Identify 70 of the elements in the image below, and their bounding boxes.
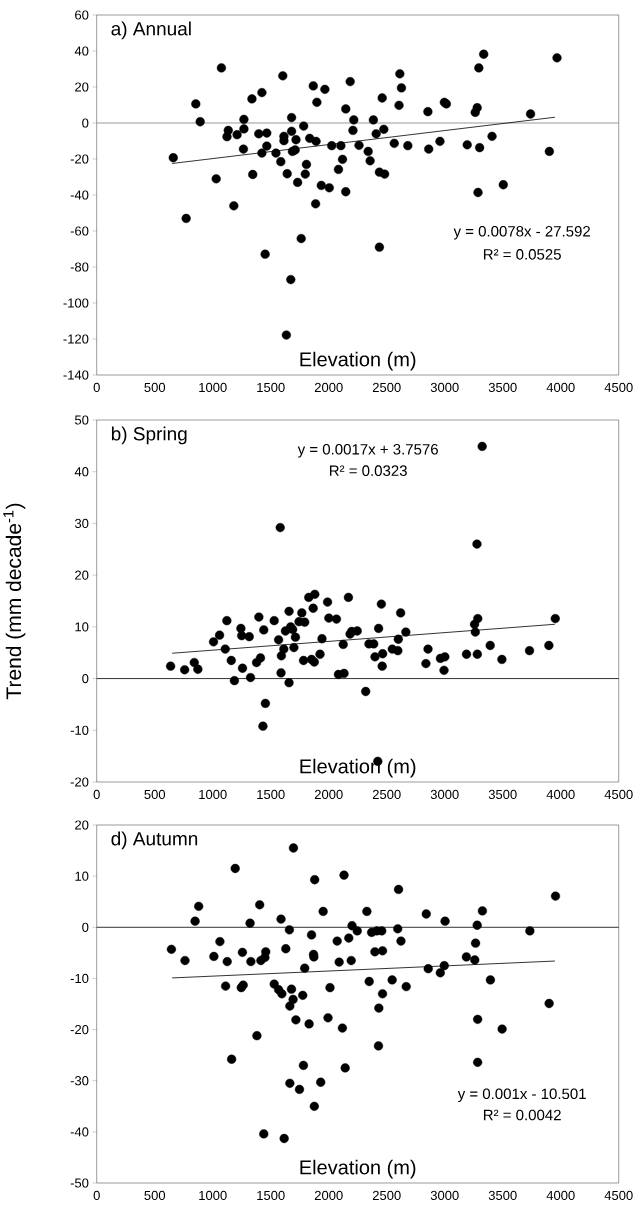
x-tick-label: 3000 [430, 789, 459, 800]
y-tick-label: 20 [75, 820, 89, 830]
x-tick-label: 0 [93, 789, 100, 800]
annotation: y = 0.0017x + 3.7576 [297, 443, 439, 458]
y-tick-label: -20 [70, 154, 89, 164]
x-tick-label: 3500 [488, 382, 517, 393]
x-tick-label: 1000 [199, 1190, 227, 1201]
y-tick-label: -60 [70, 226, 89, 236]
y-tick-label: -100 [63, 298, 89, 308]
x-tick-label: 0 [93, 1190, 100, 1201]
chart-title: b) Spring [112, 426, 187, 445]
x-tick-label: 3500 [488, 789, 517, 800]
x-tick-label: 4500 [604, 789, 633, 800]
y-tick-label: 60 [75, 10, 89, 20]
y-tick-label: 40 [74, 467, 89, 477]
chart-title: d) Autumn [111, 831, 198, 850]
x-tick-label: 1000 [199, 789, 227, 800]
y-tick-label: 0 [82, 673, 89, 684]
x-tick-label: 500 [144, 382, 166, 393]
x-axis-title: Elevation (m) [300, 758, 416, 778]
annotation: R² = 0.0042 [484, 1109, 561, 1121]
y-tick-label: 10 [75, 871, 89, 881]
x-tick-label: 2000 [315, 789, 343, 800]
y-tick-label: -10 [70, 725, 89, 735]
y-tick-label: 50 [75, 415, 89, 425]
y-tick-label: 0 [82, 118, 89, 128]
x-tick-label: 2000 [315, 382, 343, 393]
annotation: R² = 0.0525 [484, 249, 562, 260]
y-tick-label: -30 [70, 1076, 89, 1086]
y-tick-label: -10 [70, 973, 89, 984]
x-tick-label: 3500 [488, 1190, 517, 1201]
annotation: R² = 0.0323 [330, 465, 408, 476]
x-axis-title: Elevation (m) [300, 1159, 416, 1179]
x-tick-label: 500 [144, 789, 166, 800]
x-tick-label: 1500 [257, 382, 285, 393]
x-tick-label: 500 [144, 1190, 166, 1201]
y-tick-label: 20 [75, 82, 89, 92]
x-tick-label: 0 [93, 382, 100, 393]
y-axis-title: Trend (mm decade$^{-1}$) [3, 503, 26, 700]
x-tick-label: 4000 [546, 382, 575, 393]
y-tick-label: 30 [75, 518, 89, 529]
y-tick-label: 0 [82, 922, 89, 932]
y-tick-label: -120 [63, 334, 89, 344]
x-tick-label: 2500 [373, 1190, 401, 1201]
y-tick-label: -40 [70, 190, 89, 200]
y-tick-label: -80 [70, 262, 89, 272]
x-tick-label: 4500 [604, 1190, 633, 1201]
x-tick-label: 3000 [430, 1190, 459, 1201]
y-tick-label: -20 [70, 1024, 89, 1035]
x-tick-label: 4500 [604, 382, 633, 393]
y-tick-label: -40 [70, 1127, 89, 1137]
y-tick-label: 40 [74, 46, 89, 56]
x-tick-label: 4000 [546, 1190, 575, 1201]
y-tick-label: 20 [75, 570, 89, 580]
chart-title: a) Annual [111, 21, 191, 40]
x-axis-title: Elevation (m) [300, 351, 416, 371]
x-tick-label: 2000 [315, 1190, 343, 1201]
y-tick-label: -50 [70, 1178, 89, 1188]
x-tick-label: 1500 [257, 789, 285, 800]
x-tick-label: 4000 [546, 789, 575, 800]
annotation: y = 0.001x - 10.501 [457, 1088, 586, 1103]
annotation: y = 0.0078x - 27.592 [453, 226, 591, 240]
y-tick-label: -140 [63, 370, 89, 380]
x-tick-label: 2500 [373, 789, 401, 800]
y-tick-label: 10 [75, 622, 89, 632]
x-tick-label: 1000 [199, 382, 227, 393]
x-tick-label: 1500 [257, 1190, 285, 1201]
x-tick-label: 3000 [430, 382, 459, 393]
x-tick-label: 2500 [373, 382, 401, 393]
y-tick-label: -20 [70, 777, 89, 787]
